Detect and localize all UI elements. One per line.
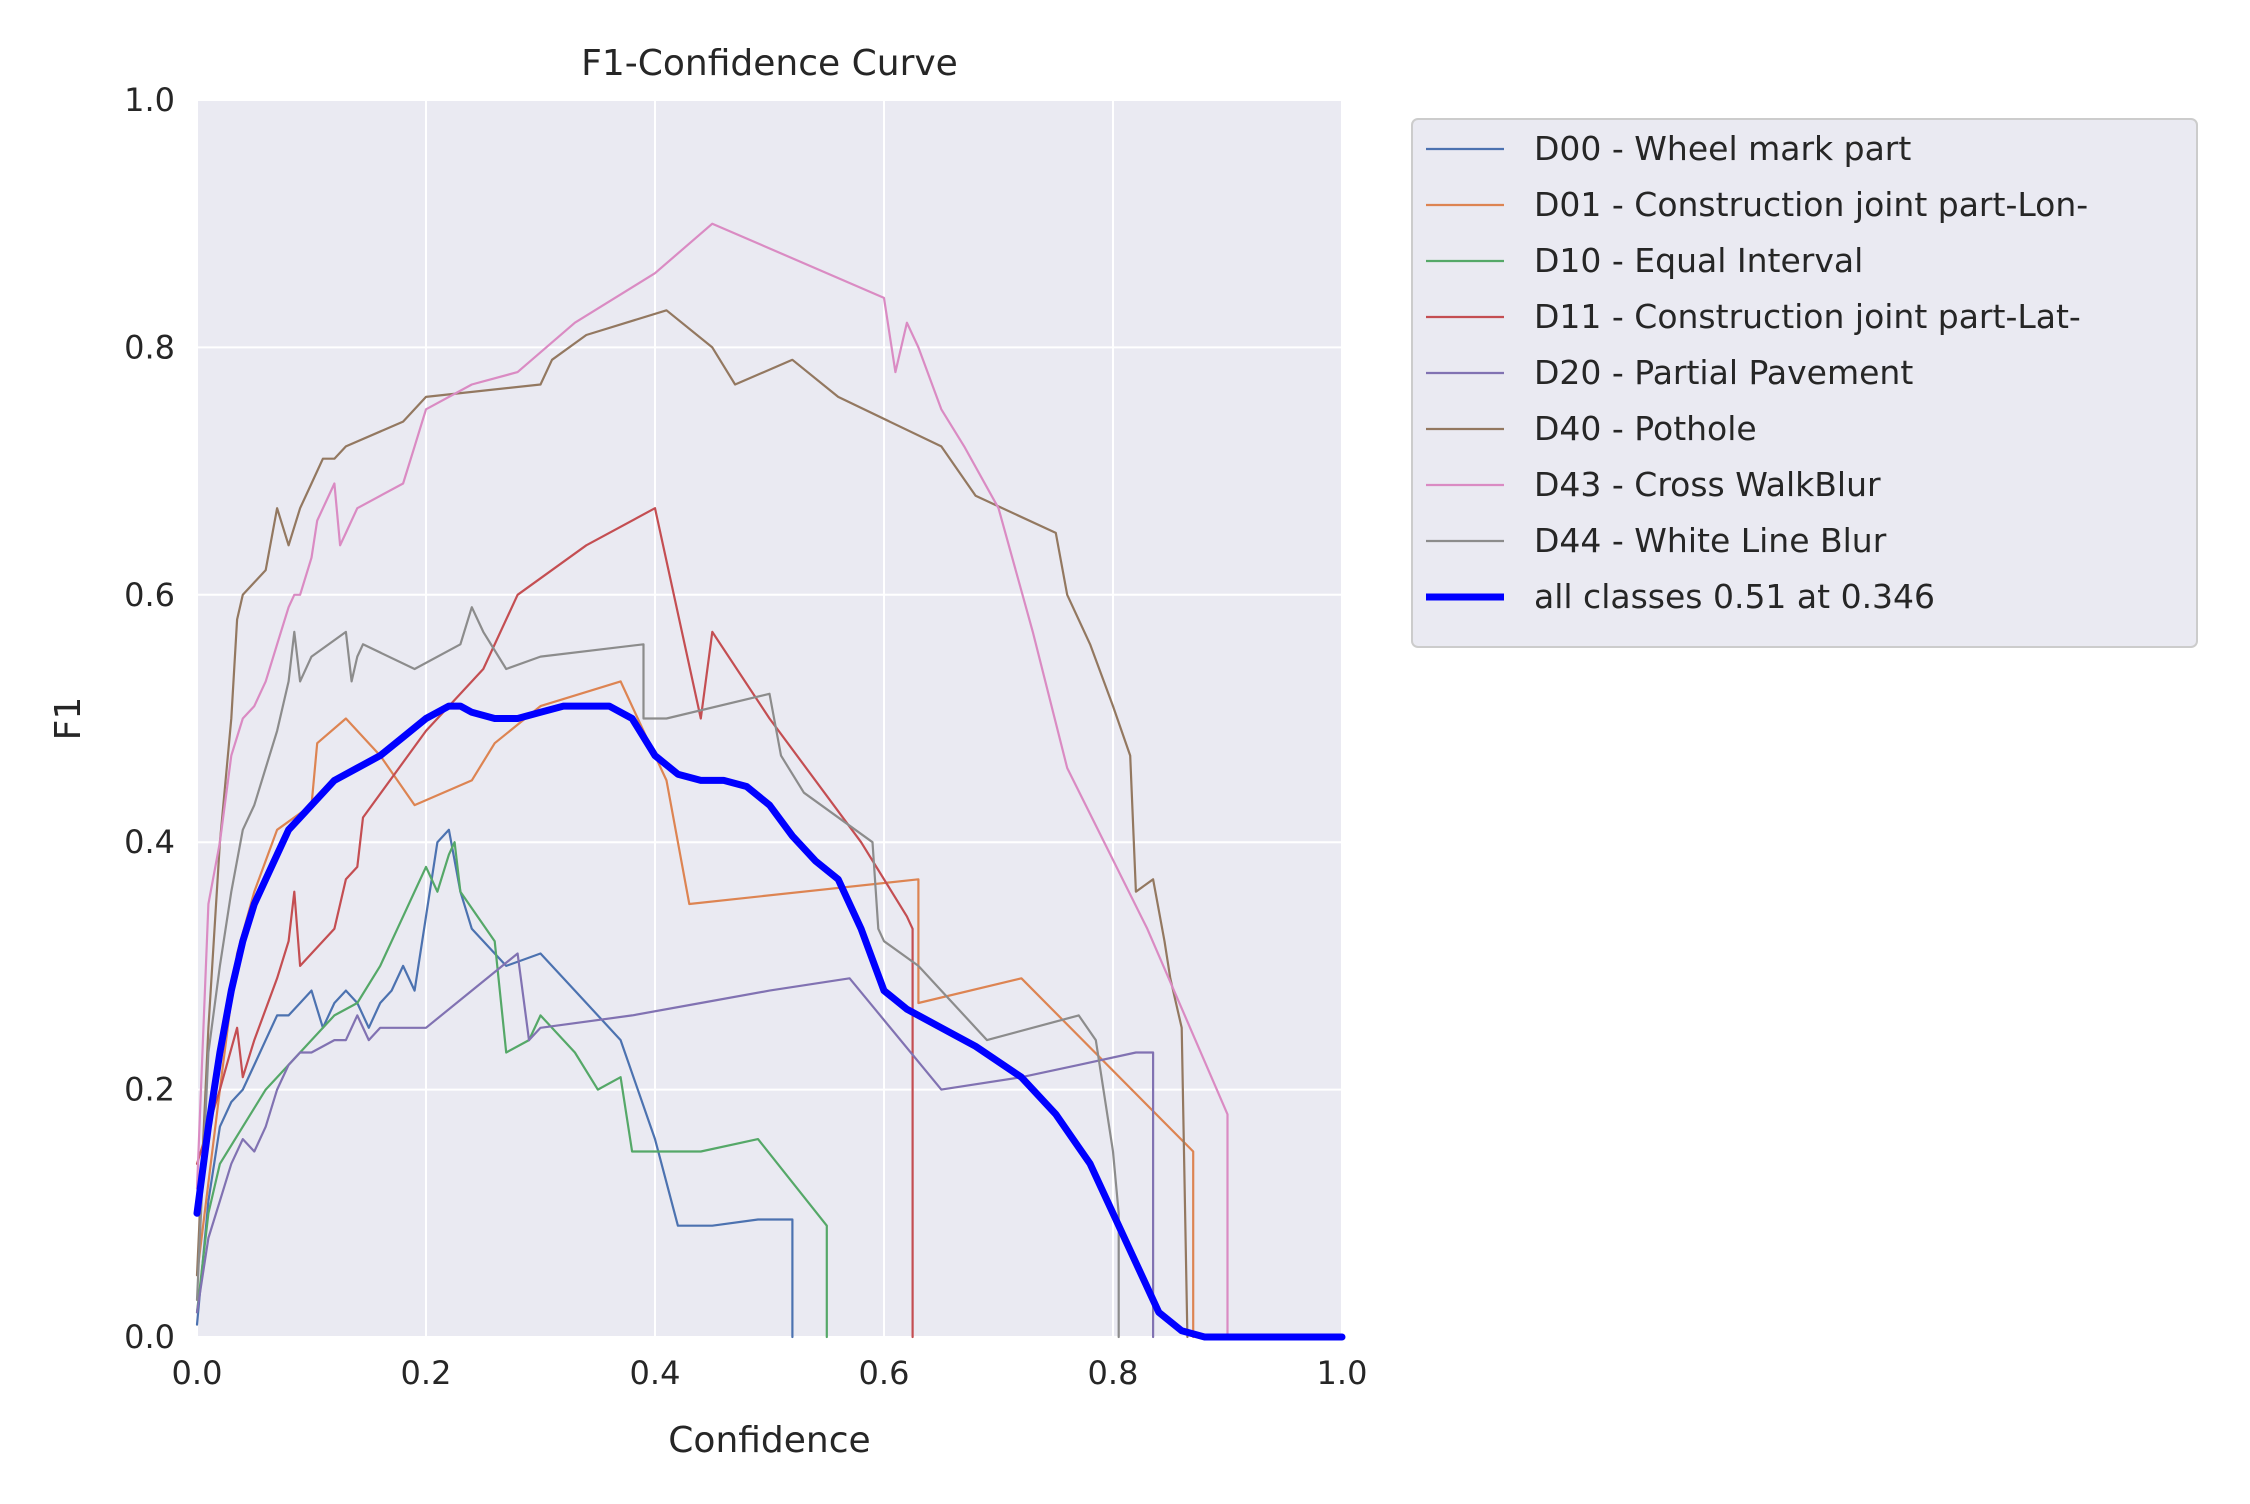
x-tick-label: 0.0 [172, 1354, 223, 1392]
legend-label: D11 - Construction joint part-Lat- [1534, 297, 2081, 336]
y-tick-labels: 0.0 0.2 0.4 0.6 0.8 1.0 [124, 81, 175, 1356]
y-tick-label: 0.4 [124, 823, 175, 861]
x-tick-label: 0.4 [630, 1354, 681, 1392]
legend-label: D44 - White Line Blur [1534, 521, 1887, 560]
legend-label: D40 - Pothole [1534, 409, 1757, 448]
series-line-6 [195, 222, 1229, 1339]
y-axis-label: F1 [48, 697, 89, 741]
x-tick-label: 0.8 [1088, 1354, 1139, 1392]
y-tick-label: 0.8 [124, 328, 175, 366]
legend-label: D00 - Wheel mark part [1534, 129, 1911, 168]
x-axis-label: Confidence [668, 1420, 870, 1461]
series-line-8 [193, 702, 1346, 1341]
legend-label: D20 - Partial Pavement [1534, 353, 1913, 392]
y-tick-label: 0.0 [124, 1318, 175, 1356]
x-tick-label: 0.2 [401, 1354, 452, 1392]
series-line-5 [195, 309, 1189, 1339]
legend-box [1411, 118, 2198, 648]
legend-label: D43 - Cross WalkBlur [1534, 465, 1881, 504]
y-tick-label: 0.2 [124, 1071, 175, 1109]
series-line-1 [195, 680, 1195, 1339]
series-line-0 [195, 828, 794, 1339]
x-tick-labels: 0.0 0.2 0.4 0.6 0.8 1.0 [172, 1354, 1368, 1392]
series-line-7 [195, 606, 1120, 1339]
y-tick-label: 0.6 [124, 576, 175, 614]
series-line-3 [195, 507, 914, 1339]
series-line-2 [195, 841, 828, 1339]
series-lines [193, 222, 1346, 1341]
legend: D00 - Wheel mark part D01 - Construction … [1411, 118, 2198, 648]
chart-title: F1-Confidence Curve [581, 43, 958, 84]
y-tick-label: 1.0 [124, 81, 175, 119]
x-tick-label: 0.6 [859, 1354, 910, 1392]
series-line-4 [195, 952, 1155, 1339]
legend-label: D10 - Equal Interval [1534, 241, 1863, 280]
x-tick-label: 1.0 [1317, 1354, 1368, 1392]
legend-label: all classes 0.51 at 0.346 [1534, 577, 1935, 616]
legend-label: D01 - Construction joint part-Lon- [1534, 185, 2088, 224]
